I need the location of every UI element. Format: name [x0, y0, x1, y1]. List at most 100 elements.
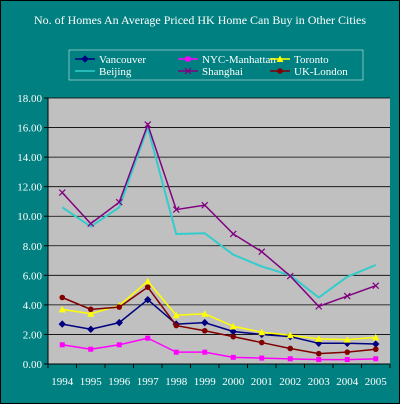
data-point: [372, 282, 380, 290]
legend-marker: [184, 67, 192, 75]
y-tick-label: 4.00: [23, 300, 43, 312]
data-point: [201, 327, 208, 334]
data-point: [372, 346, 379, 353]
data-point: [144, 121, 152, 129]
legend-label: NYC-Manhattan: [202, 54, 276, 66]
data-point: [344, 357, 350, 363]
legend-marker: [185, 56, 191, 62]
legend: Vancouver NYC-Manhattan Toronto Beijing Shan…: [75, 54, 348, 78]
x-tick-label: 1997: [137, 376, 160, 388]
legend-label: Toronto: [294, 54, 329, 66]
data-point: [201, 201, 209, 209]
chart-title: No. of Homes An Average Priced HK Home C…: [34, 13, 366, 27]
data-point: [58, 320, 66, 328]
data-point: [201, 310, 209, 317]
data-point: [315, 302, 323, 310]
data-point: [87, 306, 94, 313]
x-tick-label: 2000: [222, 376, 245, 388]
legend-marker: [81, 55, 89, 63]
y-tick-label: 12.00: [17, 182, 42, 194]
legend-item: Vancouver: [75, 54, 146, 66]
data-point: [202, 349, 208, 355]
data-point: [372, 333, 380, 341]
y-tick-label: 6.00: [23, 270, 43, 282]
data-point: [229, 230, 237, 238]
data-point: [286, 272, 294, 280]
series-beijing: [61, 124, 377, 299]
data-point: [116, 342, 122, 348]
series-group: [58, 121, 380, 363]
legend-item: UK-London: [270, 66, 348, 78]
y-tick-label: 8.00: [23, 241, 43, 253]
data-point: [315, 350, 322, 357]
data-point: [258, 328, 266, 336]
legend-item: NYC-Manhattan: [178, 54, 276, 66]
data-point: [87, 310, 95, 317]
data-point: [173, 322, 180, 329]
series-line: [62, 337, 376, 361]
data-point: [373, 356, 379, 362]
legend-item: Toronto: [270, 54, 329, 66]
data-point: [144, 284, 151, 290]
series-nyc-manhattan: [59, 335, 379, 363]
series-line: [61, 122, 377, 308]
y-tick-label: 10.00: [17, 211, 42, 223]
data-point: [172, 206, 180, 213]
x-tick-label: 2004: [336, 376, 359, 388]
data-point: [259, 355, 265, 361]
y-tick-label: 18.00: [17, 93, 42, 105]
data-point: [287, 356, 293, 362]
legend-label: UK-London: [294, 66, 348, 78]
data-point: [59, 342, 65, 348]
legend-marker: [276, 55, 284, 62]
series-uk-london: [59, 284, 379, 357]
x-tick-label: 1996: [108, 376, 131, 388]
data-point: [59, 294, 66, 301]
x-tick-label: 1995: [80, 376, 103, 388]
data-point: [145, 335, 151, 341]
data-point: [230, 333, 237, 340]
data-point: [344, 349, 351, 355]
y-tick-label: 14.00: [17, 152, 42, 164]
data-point: [286, 331, 294, 339]
x-tick-label: 2002: [279, 376, 301, 388]
legend-item: Shanghai: [178, 66, 243, 78]
data-point: [343, 292, 351, 300]
x-tick-label: 2003: [308, 376, 331, 388]
y-tick-label: 16.00: [17, 123, 42, 135]
data-point: [229, 322, 237, 330]
legend-label: Beijing: [99, 66, 132, 78]
x-tick-label: 1999: [194, 376, 217, 388]
series-shanghai: [58, 121, 380, 310]
data-point: [115, 318, 123, 327]
x-tick-label: 1998: [165, 376, 188, 388]
legend-marker: [277, 68, 283, 74]
data-point: [258, 339, 265, 346]
data-point: [315, 335, 323, 342]
data-point: [230, 354, 236, 360]
data-point: [115, 198, 123, 206]
legend-box: [68, 49, 364, 81]
data-point: [201, 318, 209, 327]
legend-item: Beijing: [75, 66, 132, 78]
data-point: [87, 220, 95, 228]
data-point: [173, 349, 179, 355]
legend-label: Shanghai: [202, 66, 243, 78]
data-point: [88, 346, 94, 352]
data-point: [316, 357, 322, 363]
y-tick-label: 2.00: [23, 329, 43, 341]
data-point: [87, 325, 95, 333]
data-point: [116, 304, 123, 310]
y-tick-label: 0.00: [23, 359, 43, 371]
data-point: [58, 189, 66, 197]
y-axis: 0.00 2.00 4.00 6.00 8.00 10.00 12.00 14.00 16.00…: [17, 93, 49, 371]
x-tick-label: 2001: [251, 376, 273, 388]
data-point: [144, 296, 152, 304]
data-point: [258, 248, 266, 256]
x-tick-label: 2005: [365, 376, 388, 388]
x-axis: 1994 1995 1996 1997 1998 1999 2000 2001 2002 2003…: [47, 363, 391, 388]
data-point: [343, 336, 351, 343]
x-tick-label: 1994: [51, 376, 74, 388]
data-point: [58, 305, 66, 313]
